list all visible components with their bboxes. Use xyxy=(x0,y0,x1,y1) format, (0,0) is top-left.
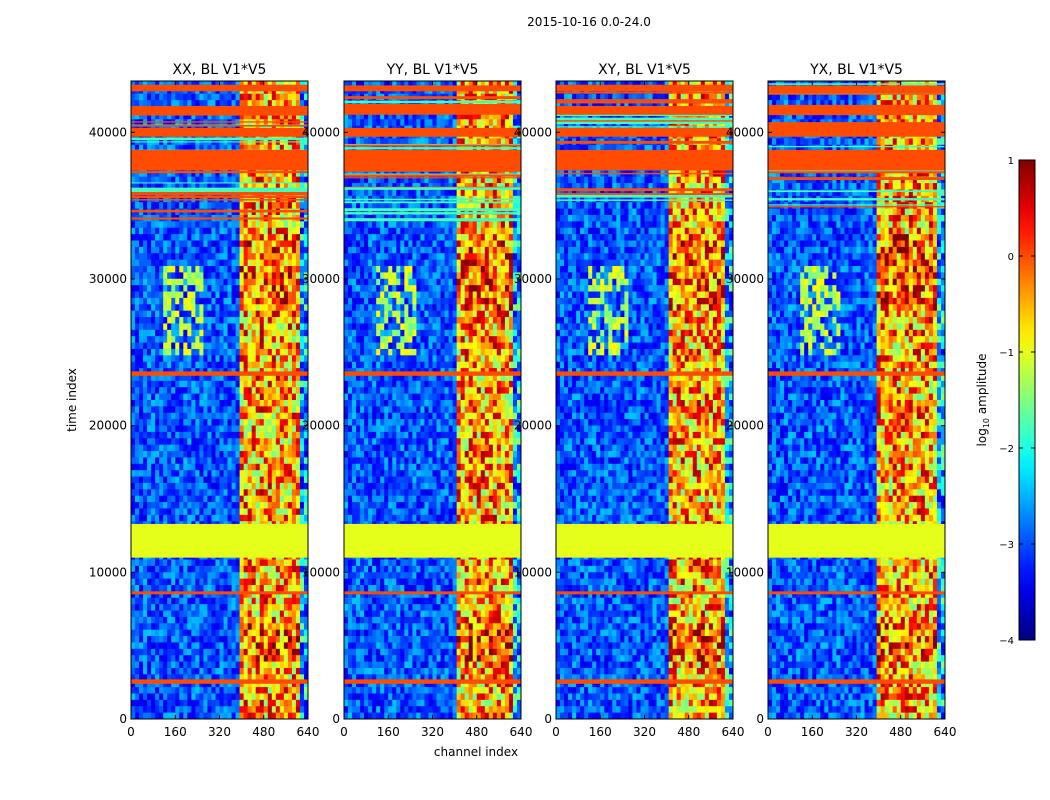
flagged-band xyxy=(768,85,945,92)
flagged-band xyxy=(131,591,308,595)
flagged-band xyxy=(131,371,308,376)
panel-4: YX, BL V1*V5 0 160 320 480 640 0 10000 20000 3000… xyxy=(726,62,957,739)
flagged-band xyxy=(768,523,945,558)
x-tick-label: 640 xyxy=(934,725,957,739)
y-tick-label: 10000 xyxy=(514,565,552,579)
x-tick-label: 160 xyxy=(589,725,612,739)
flagged-band xyxy=(344,679,521,684)
flagged-band xyxy=(556,523,733,558)
y-axis-label: time index xyxy=(65,368,79,432)
x-tick-label: 640 xyxy=(297,725,320,739)
x-tick-label: 0 xyxy=(127,725,135,739)
flagged-band xyxy=(344,127,521,137)
colorbar-tick-label: 1 xyxy=(1008,156,1014,167)
flagged-band xyxy=(344,149,521,171)
colorbar-tick-label: 0 xyxy=(1008,252,1014,263)
y-tick-label: 0 xyxy=(119,712,127,726)
x-tick-label: 320 xyxy=(845,725,868,739)
panel-1: XX, BL V1*V5 0 160 320 480 640 0 10000 20000 3000… xyxy=(89,62,320,739)
heatmap-image xyxy=(344,81,521,719)
x-tick-label: 0 xyxy=(764,725,772,739)
y-tick-label: 10000 xyxy=(726,565,764,579)
flagged-band xyxy=(344,85,521,92)
y-tick-label: 0 xyxy=(544,712,552,726)
panels-group: XX, BL V1*V5 0 160 320 480 640 0 10000 20000 3000… xyxy=(89,62,957,739)
heatmap-image xyxy=(131,81,308,719)
figure-suptitle: 2015-10-16 0.0-24.0 xyxy=(527,15,651,29)
flagged-band xyxy=(344,105,521,115)
colorbar-tick-label: −2 xyxy=(999,444,1014,455)
flagged-band xyxy=(556,591,733,595)
colorbar-gradient xyxy=(1018,159,1036,641)
y-tick-label: 20000 xyxy=(514,419,552,433)
y-tick-label: 10000 xyxy=(89,565,127,579)
flagged-band xyxy=(556,127,733,137)
colorbar-tick-label: −4 xyxy=(999,636,1014,647)
x-tick-label: 0 xyxy=(340,725,348,739)
panel-title: XX, BL V1*V5 xyxy=(173,62,267,78)
x-tick-label: 640 xyxy=(510,725,533,739)
panel-title: YY, BL V1*V5 xyxy=(386,62,479,78)
flagged-band xyxy=(556,149,733,171)
y-tick-label: 0 xyxy=(332,712,340,726)
flagged-band xyxy=(768,371,945,376)
flagged-band xyxy=(556,679,733,684)
x-tick-label: 320 xyxy=(421,725,444,739)
x-tick-label: 160 xyxy=(801,725,824,739)
flagged-band xyxy=(768,591,945,595)
x-tick-label: 320 xyxy=(633,725,656,739)
x-tick-label: 160 xyxy=(164,725,187,739)
panel-3: XY, BL V1*V5 0 160 320 480 640 0 10000 20000 3000… xyxy=(514,62,745,739)
x-axis-label: channel index xyxy=(434,745,518,759)
colorbar-tick-label: −3 xyxy=(999,540,1014,551)
colorbar-label: log10 amplitude xyxy=(975,354,991,447)
flagged-band xyxy=(131,523,308,558)
heatmap-image xyxy=(768,81,945,719)
heatmap-image xyxy=(556,81,733,719)
flagged-band xyxy=(131,149,308,171)
x-tick-label: 0 xyxy=(552,725,560,739)
y-tick-label: 10000 xyxy=(302,565,340,579)
y-tick-label: 20000 xyxy=(302,419,340,433)
flagged-band xyxy=(131,679,308,684)
flagged-band xyxy=(344,591,521,595)
y-tick-label: 40000 xyxy=(302,125,340,139)
x-tick-label: 480 xyxy=(252,725,275,739)
y-tick-label: 20000 xyxy=(726,419,764,433)
y-tick-label: 30000 xyxy=(726,272,764,286)
y-tick-label: 40000 xyxy=(89,125,127,139)
flagged-band xyxy=(556,105,733,115)
flagged-band xyxy=(768,149,945,171)
y-tick-label: 20000 xyxy=(89,419,127,433)
x-tick-label: 320 xyxy=(208,725,231,739)
y-tick-label: 40000 xyxy=(514,125,552,139)
flagged-band xyxy=(556,85,733,92)
y-tick-label: 30000 xyxy=(514,272,552,286)
y-tick-label: 0 xyxy=(756,712,764,726)
flagged-band xyxy=(131,85,308,92)
flagged-band xyxy=(131,127,308,137)
panel-2: YY, BL V1*V5 0 160 320 480 640 0 10000 20000 3000… xyxy=(302,62,533,739)
panel-title: XY, BL V1*V5 xyxy=(598,62,691,78)
x-tick-label: 640 xyxy=(722,725,745,739)
x-tick-label: 480 xyxy=(465,725,488,739)
colorbar-tick-label: −1 xyxy=(999,348,1014,359)
y-tick-label: 30000 xyxy=(302,272,340,286)
flagged-band xyxy=(768,127,945,137)
panel-title: YX, BL V1*V5 xyxy=(809,62,903,78)
flagged-band xyxy=(556,371,733,376)
flagged-band xyxy=(768,105,945,115)
x-tick-label: 480 xyxy=(677,725,700,739)
colorbar: 1 0 −1 −2 −3 −4 log10 amplitude xyxy=(975,156,1036,647)
flagged-band xyxy=(344,371,521,376)
x-tick-label: 160 xyxy=(377,725,400,739)
flagged-band xyxy=(344,523,521,558)
x-tick-label: 480 xyxy=(889,725,912,739)
y-tick-label: 30000 xyxy=(89,272,127,286)
flagged-band xyxy=(131,105,308,115)
flagged-band xyxy=(768,679,945,684)
y-tick-label: 40000 xyxy=(726,125,764,139)
